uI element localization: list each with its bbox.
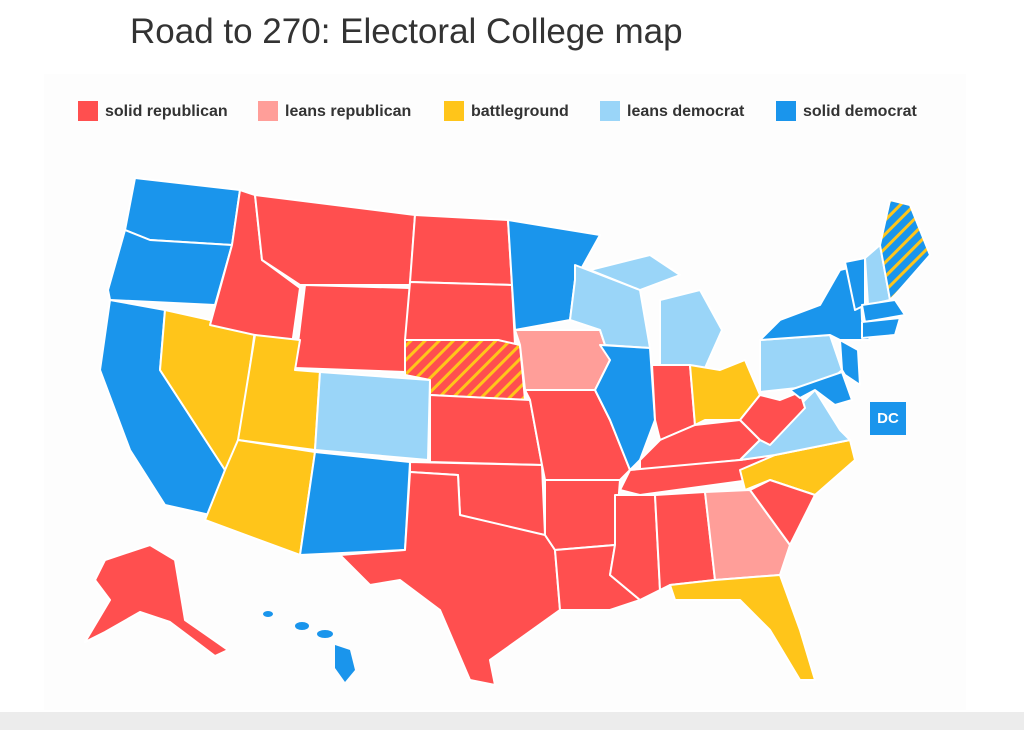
legend-swatch	[258, 101, 278, 121]
state	[295, 622, 309, 630]
legend-label: solid democrat	[803, 103, 917, 120]
states	[84, 177, 931, 686]
state	[317, 630, 333, 638]
state	[429, 394, 543, 466]
state	[839, 339, 861, 386]
state	[589, 254, 681, 291]
legend-swatch	[600, 101, 620, 121]
state	[294, 284, 411, 373]
legend-swatch	[78, 101, 98, 121]
state	[749, 479, 816, 546]
state	[861, 317, 901, 339]
legend-label: leans republican	[285, 103, 411, 120]
state	[339, 471, 561, 686]
state	[84, 544, 229, 657]
state	[544, 479, 621, 551]
state	[254, 194, 416, 286]
state	[299, 451, 411, 556]
dc-box	[870, 402, 906, 435]
state	[861, 299, 906, 323]
page-title: Road to 270: Electoral College map	[130, 12, 683, 51]
state	[314, 371, 431, 461]
state	[404, 281, 516, 346]
state	[514, 329, 611, 391]
dc-label: DC	[877, 410, 899, 427]
state	[739, 391, 806, 446]
state	[669, 574, 816, 681]
state	[124, 177, 241, 246]
legend-label: leans democrat	[627, 103, 745, 120]
state	[879, 199, 931, 301]
map: solid republican leans republican battlegr…	[78, 101, 931, 686]
state	[569, 264, 651, 349]
bottom-band	[0, 712, 1024, 730]
state	[263, 611, 273, 617]
legend: solid republican leans republican battlegr…	[78, 101, 917, 121]
legend-label: battleground	[471, 103, 569, 120]
state	[659, 289, 723, 369]
legend-label: solid republican	[105, 103, 228, 120]
state	[789, 371, 853, 406]
state	[704, 489, 791, 581]
state	[409, 214, 513, 286]
legend-swatch	[776, 101, 796, 121]
state	[335, 645, 355, 682]
state	[204, 439, 316, 556]
legend-swatch	[444, 101, 464, 121]
